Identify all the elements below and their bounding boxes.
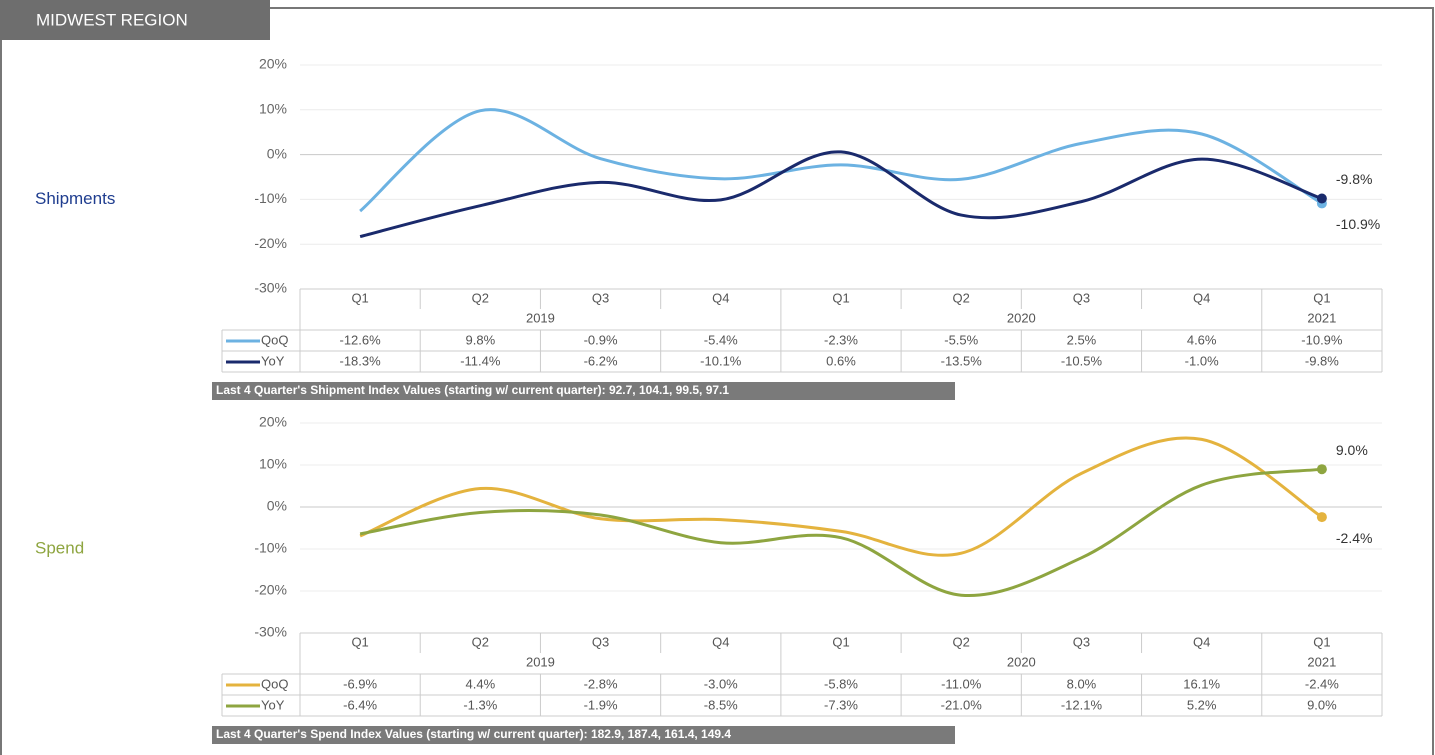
table-value: -13.5% <box>941 353 983 368</box>
y-tick-label: 0% <box>267 145 287 161</box>
table-value: -5.5% <box>944 332 978 347</box>
footnote-bar <box>212 726 955 744</box>
table-value: -6.4% <box>343 697 377 712</box>
x-tick-label: Q4 <box>1193 290 1210 305</box>
series-line <box>359 467 1323 598</box>
year-label: 2021 <box>1307 310 1336 325</box>
series-line <box>359 150 1323 239</box>
end-label: 9.0% <box>1336 442 1368 458</box>
table-value: 2.5% <box>1067 332 1097 347</box>
table-value: -1.0% <box>1185 353 1219 368</box>
y-tick-label: 20% <box>259 414 287 430</box>
table-value: -2.4% <box>1305 676 1339 691</box>
year-label: 2020 <box>1007 310 1036 325</box>
legend-label: YoY <box>261 353 285 368</box>
table-value: 9.8% <box>466 332 496 347</box>
table-value: -7.3% <box>824 697 858 712</box>
x-tick-label: Q1 <box>1313 634 1330 649</box>
x-tick-label: Q1 <box>351 634 368 649</box>
x-tick-label: Q1 <box>1313 290 1330 305</box>
end-label: -10.9% <box>1336 216 1380 232</box>
table-value: 0.6% <box>826 353 856 368</box>
end-label: -9.8% <box>1336 171 1373 187</box>
header-title: MIDWEST REGION <box>36 10 188 29</box>
x-tick-label: Q2 <box>953 290 970 305</box>
row-title: Spend <box>35 538 84 557</box>
table-value: -6.2% <box>584 353 618 368</box>
table-value: -11.0% <box>941 676 982 691</box>
table-value: -2.3% <box>824 332 858 347</box>
table-value: -8.5% <box>704 697 738 712</box>
year-label: 2019 <box>526 654 555 669</box>
y-tick-label: 10% <box>259 101 287 117</box>
x-tick-label: Q2 <box>472 290 489 305</box>
table-value: -5.8% <box>824 676 858 691</box>
legend-label: QoQ <box>261 332 288 347</box>
x-tick-label: Q1 <box>832 290 849 305</box>
x-tick-label: Q3 <box>592 634 609 649</box>
y-tick-label: -20% <box>254 582 287 598</box>
table-value: 8.0% <box>1067 676 1097 691</box>
end-label: -2.4% <box>1336 530 1373 546</box>
series-line <box>359 108 1323 213</box>
footnote: Last 4 Quarter's Spend Index Values (sta… <box>216 727 731 741</box>
x-tick-label: Q4 <box>712 634 729 649</box>
table-value: 16.1% <box>1183 676 1220 691</box>
table-value: 9.0% <box>1307 697 1337 712</box>
table-value: -10.9% <box>1301 332 1343 347</box>
table-value: -0.9% <box>584 332 618 347</box>
table-value: -2.8% <box>584 676 618 691</box>
year-label: 2021 <box>1307 654 1336 669</box>
y-tick-label: -10% <box>254 190 287 206</box>
x-tick-label: Q2 <box>953 634 970 649</box>
legend-label: QoQ <box>261 676 288 691</box>
series-line <box>359 436 1323 557</box>
row-title: Shipments <box>35 189 115 208</box>
y-tick-label: -30% <box>254 280 287 296</box>
table-value: 4.4% <box>466 676 496 691</box>
footnote: Last 4 Quarter's Shipment Index Values (… <box>216 383 729 397</box>
legend-label: YoY <box>261 697 285 712</box>
table-value: -1.3% <box>463 697 497 712</box>
year-label: 2020 <box>1007 654 1036 669</box>
table-value: -21.0% <box>941 697 983 712</box>
end-marker <box>1316 193 1327 204</box>
table-value: -12.6% <box>340 332 382 347</box>
table-value: -1.9% <box>584 697 618 712</box>
y-tick-label: 0% <box>267 498 287 514</box>
footnote-bar <box>212 382 955 400</box>
table-value: -10.1% <box>700 353 742 368</box>
x-tick-label: Q3 <box>592 290 609 305</box>
x-tick-label: Q2 <box>472 634 489 649</box>
table-value: -18.3% <box>340 353 382 368</box>
x-tick-label: Q1 <box>832 634 849 649</box>
x-tick-label: Q4 <box>712 290 729 305</box>
table-value: -9.8% <box>1305 353 1339 368</box>
end-marker <box>1316 512 1327 523</box>
table-value: -5.4% <box>704 332 738 347</box>
y-tick-label: 20% <box>259 56 287 72</box>
frame <box>0 7 1434 755</box>
table-value: -12.1% <box>1061 697 1103 712</box>
x-tick-label: Q4 <box>1193 634 1210 649</box>
x-tick-label: Q1 <box>351 290 368 305</box>
y-tick-label: 10% <box>259 456 287 472</box>
table-value: -3.0% <box>704 676 738 691</box>
table-value: 5.2% <box>1187 697 1217 712</box>
y-tick-label: -20% <box>254 235 287 251</box>
header-tab <box>0 0 270 40</box>
table-value: -6.9% <box>343 676 377 691</box>
table-value: -10.5% <box>1061 353 1103 368</box>
x-tick-label: Q3 <box>1073 290 1090 305</box>
year-label: 2019 <box>526 310 555 325</box>
table-value: 4.6% <box>1187 332 1217 347</box>
y-tick-label: -30% <box>254 624 287 640</box>
table-value: -11.4% <box>460 353 501 368</box>
end-marker <box>1316 464 1327 475</box>
x-tick-label: Q3 <box>1073 634 1090 649</box>
y-tick-label: -10% <box>254 540 287 556</box>
